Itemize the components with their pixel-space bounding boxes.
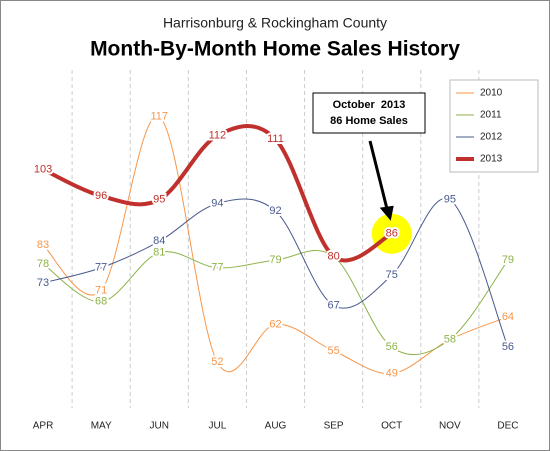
data-label: 49 [386, 367, 398, 379]
x-tick-label: NOV [439, 421, 461, 432]
data-label: 94 [211, 197, 223, 209]
data-label: 56 [502, 341, 514, 353]
data-label: 84 [153, 235, 165, 247]
line-series [42, 250, 509, 356]
data-label: 96 [95, 190, 107, 202]
data-label: 95 [444, 194, 456, 206]
highlight [371, 213, 412, 254]
chart-title: Month-By-Month Home Sales History [90, 38, 460, 61]
x-tick-label: DEC [497, 421, 518, 432]
annotation-arrowhead [379, 205, 394, 221]
legend [449, 79, 539, 173]
data-label: 56 [386, 341, 398, 353]
data-label: 58 [444, 333, 456, 345]
data-label: 78 [37, 258, 49, 270]
data-label: 86 [386, 228, 398, 240]
legend-label: 2010 [480, 88, 503, 99]
data-label: 52 [211, 356, 223, 368]
annotation-arrow [368, 140, 390, 213]
x-tick-label: MAY [91, 421, 112, 432]
data-label: 81 [153, 247, 165, 259]
x-tick-label: APR [33, 421, 54, 432]
legend-label: 2011 [480, 110, 502, 121]
data-label: 64 [502, 311, 514, 323]
data-label: 75 [386, 269, 398, 281]
legend-label: 2013 [480, 154, 503, 165]
data-label: 79 [502, 254, 514, 266]
data-label: 92 [269, 205, 281, 217]
data-label: 111 [267, 133, 284, 145]
data-label: 83 [37, 239, 49, 251]
x-tick-label: SEP [324, 421, 344, 432]
data-label: 68 [95, 296, 107, 308]
data-label: 71 [95, 284, 107, 296]
annotation-text: 86 Home Sales [330, 115, 408, 127]
annotation-text: October 2013 [333, 99, 406, 111]
annotation-box [312, 92, 426, 134]
line-series [42, 197, 509, 348]
data-label: 112 [209, 129, 227, 141]
legend-label: 2012 [480, 132, 503, 143]
data-label: 73 [37, 277, 49, 289]
chart-subtitle: Harrisonburg & Rockingham County [163, 15, 387, 31]
line-series [42, 115, 509, 375]
data-label: 77 [95, 262, 107, 274]
data-label: 55 [327, 345, 339, 357]
x-tick-label: OCT [381, 421, 402, 432]
x-tick-label: JUN [150, 421, 169, 432]
data-label: 80 [327, 250, 339, 262]
x-tick-label: AUG [265, 421, 287, 432]
data-label: 95 [153, 194, 165, 206]
line-series [42, 124, 393, 263]
data-label: 103 [34, 163, 52, 175]
x-tick-label: JUL [208, 421, 226, 432]
data-label: 67 [327, 299, 339, 311]
data-label: 62 [269, 318, 281, 330]
data-label: 77 [211, 262, 223, 274]
data-label: 79 [269, 254, 281, 266]
data-label: 117 [151, 110, 169, 122]
